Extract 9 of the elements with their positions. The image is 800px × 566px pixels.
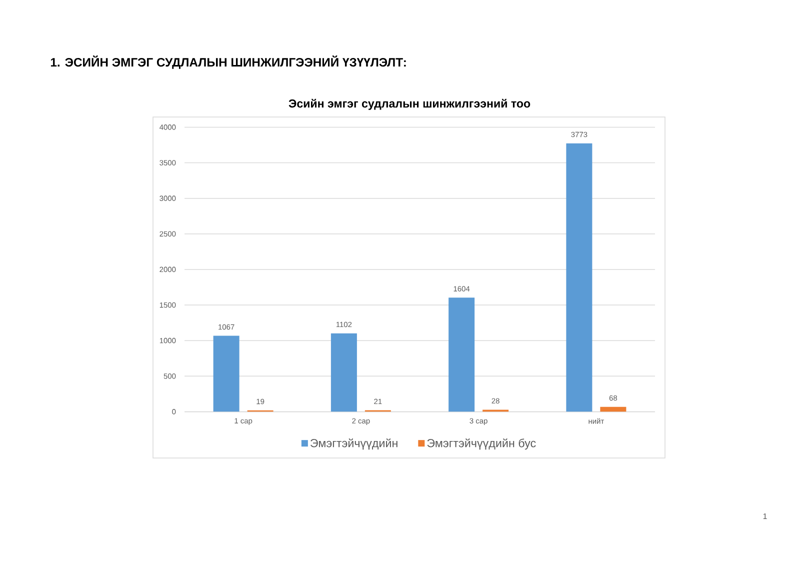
text: 1. ЭСИЙН ЭМГЭГ СУДЛАЛЫН ШИНЖИЛГЭЭНИЙ ҮЗҮҮЛЭЛТ: [50,55,406,69]
bar [448,298,475,412]
chart-title: Эсийн эмгэг судлалын шинжилгээний тоо [288,98,530,110]
legend-label: Эмэгтэйчүүдийн [310,438,398,450]
legend-label: Эмэгтэйчүүдийн бус [427,438,536,450]
bar [330,333,357,412]
bar [600,406,626,412]
bar [566,143,592,412]
bar [213,336,240,412]
